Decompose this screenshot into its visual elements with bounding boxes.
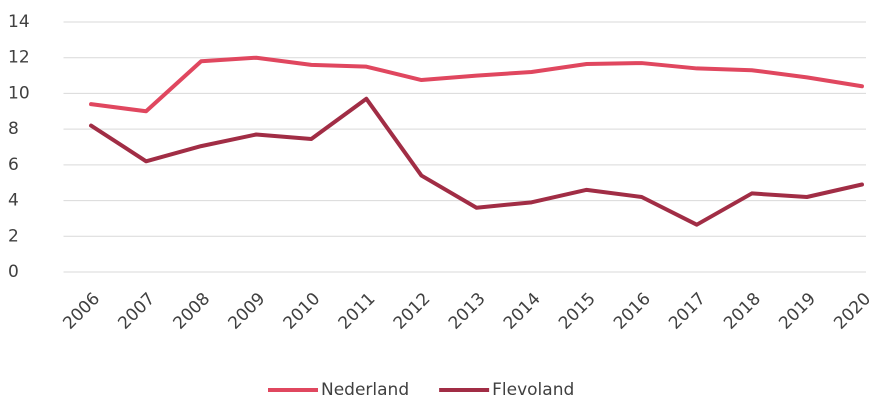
x-tick-label: 2020 (830, 289, 874, 334)
x-tick-label: 2006 (59, 289, 104, 334)
x-tick-label: 2009 (225, 289, 270, 334)
series-line (89, 96, 864, 227)
x-tick-label: 2011 (335, 289, 380, 334)
y-tick-label: 12 (8, 48, 30, 68)
legend-label: Nederland (321, 380, 409, 400)
x-tick-label: 2017 (665, 289, 710, 334)
x-tick-label: 2014 (500, 289, 545, 334)
x-tick-label: 2013 (445, 289, 490, 334)
x-tick-label: 2018 (720, 289, 765, 334)
x-tick-label: 2007 (114, 289, 159, 334)
x-tick-label: 2016 (610, 289, 655, 334)
legend-label: Flevoland (492, 380, 574, 400)
series-line (89, 55, 864, 114)
x-tick-label: 2010 (280, 289, 325, 334)
y-tick-label: 14 (8, 12, 30, 32)
x-tick-label: 2015 (555, 289, 600, 334)
x-tick-label: 2012 (390, 289, 435, 334)
y-tick-label: 0 (8, 262, 19, 282)
x-tick-label: 2019 (775, 289, 820, 334)
y-tick-label: 10 (8, 83, 30, 103)
y-tick-label: 8 (8, 119, 19, 139)
x-tick-label: 2008 (170, 289, 215, 334)
y-tick-label: 4 (8, 191, 19, 211)
y-tick-label: 2 (8, 226, 19, 246)
y-tick-label: 6 (8, 155, 19, 175)
